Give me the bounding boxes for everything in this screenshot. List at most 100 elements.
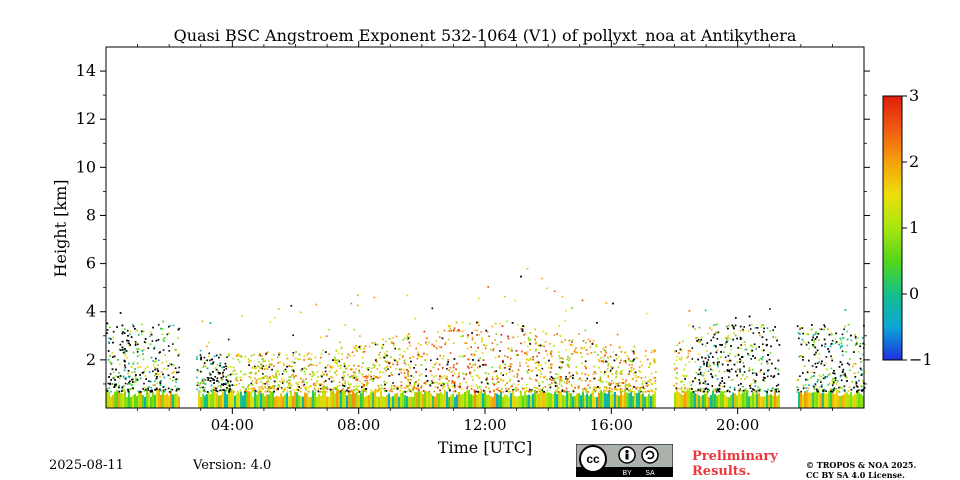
near-ground-column — [766, 390, 768, 408]
near-ground-column — [448, 397, 450, 408]
by-text: BY — [622, 470, 632, 477]
y-tick-label: 14 — [76, 61, 96, 80]
near-ground-column — [274, 396, 276, 408]
near-ground-column — [414, 392, 416, 408]
near-ground-column — [636, 393, 638, 408]
near-ground-column — [256, 394, 258, 408]
near-ground-column — [746, 390, 748, 408]
near-ground-column — [532, 393, 534, 408]
near-ground-column — [556, 394, 558, 408]
near-ground-column — [534, 389, 536, 408]
near-ground-column — [106, 391, 108, 408]
near-ground-column — [740, 394, 742, 408]
cc-license-badge[interactable]: cc BY SA — [576, 444, 673, 477]
near-ground-column — [442, 393, 444, 408]
near-ground-column — [272, 391, 274, 408]
measurement-date: 2025-08-11 — [49, 458, 124, 473]
near-ground-column — [526, 395, 528, 408]
near-ground-column — [318, 393, 320, 408]
near-ground-column — [418, 390, 420, 408]
near-ground-column — [178, 396, 180, 408]
near-ground-column — [468, 390, 470, 408]
near-ground-column — [540, 391, 542, 408]
near-ground-column — [586, 393, 588, 408]
near-ground-column — [772, 395, 774, 408]
near-ground-column — [724, 394, 726, 408]
near-ground-column — [858, 392, 860, 408]
x-tick-label: 12:00 — [463, 416, 506, 434]
y-axis-label: Height [km] — [51, 180, 70, 278]
near-ground-column — [114, 391, 116, 408]
near-ground-column — [522, 395, 524, 408]
near-ground-column — [862, 395, 864, 408]
near-ground-column — [624, 392, 626, 408]
near-ground-column — [276, 395, 278, 408]
near-ground-column — [528, 394, 530, 408]
near-ground-column — [326, 396, 328, 408]
near-ground-column — [704, 393, 706, 408]
near-ground-column — [306, 393, 308, 408]
near-ground-column — [482, 393, 484, 408]
sa-share-alike-icon — [641, 446, 659, 464]
near-ground-column — [348, 390, 350, 408]
near-ground-column — [616, 394, 618, 408]
near-ground-column — [346, 395, 348, 408]
near-ground-column — [116, 390, 118, 408]
near-ground-column — [558, 391, 560, 408]
near-ground-column — [430, 393, 432, 408]
near-ground-column — [524, 392, 526, 408]
near-ground-column — [266, 394, 268, 408]
near-ground-column — [148, 392, 150, 408]
near-ground-column — [210, 394, 212, 408]
near-ground-column — [800, 392, 802, 408]
near-ground-column — [298, 395, 300, 408]
near-ground-column — [344, 390, 346, 408]
near-ground-column — [568, 393, 570, 408]
near-ground-column — [224, 390, 226, 408]
near-ground-column — [628, 393, 630, 408]
copyright-note: © TROPOS & NOA 2025. CC BY SA 4.0 Licens… — [806, 460, 916, 480]
y-tick-label: 4 — [86, 302, 96, 321]
near-ground-column — [400, 393, 402, 408]
near-ground-column — [646, 396, 648, 408]
near-ground-column — [458, 392, 460, 408]
near-ground-column — [390, 396, 392, 408]
y-tick-label: 8 — [86, 205, 96, 224]
near-ground-column — [242, 395, 244, 408]
near-ground-column — [226, 394, 228, 408]
near-ground-column — [850, 391, 852, 408]
near-ground-column — [338, 390, 340, 408]
near-ground-column — [640, 394, 642, 408]
near-ground-column — [386, 394, 388, 408]
near-ground-column — [574, 395, 576, 408]
near-ground-column — [118, 391, 120, 408]
near-ground-column — [692, 392, 694, 408]
near-ground-column — [758, 393, 760, 408]
retrieval-points — [106, 267, 866, 393]
near-ground-column — [450, 395, 452, 408]
near-ground-column — [362, 391, 364, 408]
near-ground-column — [322, 390, 324, 408]
near-ground-column — [598, 392, 600, 408]
near-ground-column — [582, 391, 584, 408]
x-tick-label: 20:00 — [716, 416, 759, 434]
near-ground-column — [146, 390, 148, 408]
colorbar-tick-label: 0 — [909, 284, 919, 303]
near-ground-column — [756, 393, 758, 408]
near-ground-column — [832, 393, 834, 408]
near-ground-column — [750, 395, 752, 408]
y-tick-label: 10 — [76, 157, 96, 176]
near-ground-column — [404, 395, 406, 408]
near-ground-column — [258, 392, 260, 408]
near-ground-column — [278, 396, 280, 408]
near-ground-column — [472, 395, 474, 408]
near-ground-column — [530, 395, 532, 408]
near-ground-column — [208, 392, 210, 408]
near-ground-column — [838, 395, 840, 408]
near-ground-column — [852, 395, 854, 408]
near-ground-column — [336, 391, 338, 408]
near-ground-column — [438, 393, 440, 408]
near-ground-column — [112, 394, 114, 408]
near-ground-column — [500, 392, 502, 408]
